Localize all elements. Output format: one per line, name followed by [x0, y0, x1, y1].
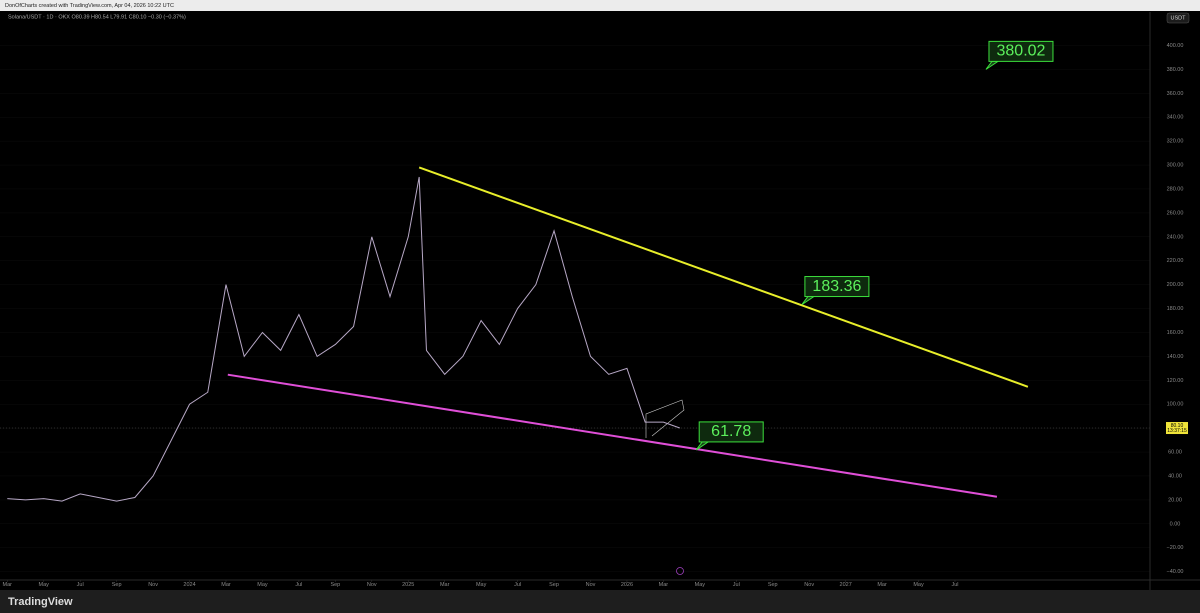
footer	[0, 590, 1200, 613]
brand: TradingView	[8, 596, 73, 608]
x-tick-label: Nov	[804, 582, 814, 588]
y-tick-label: 300.00	[1167, 163, 1184, 169]
x-tick-label: Mar	[221, 582, 231, 588]
annotation-label: 380.02	[997, 43, 1046, 60]
x-tick-label: May	[476, 582, 487, 588]
annotation-box	[804, 276, 870, 298]
y-tick-label: 40.00	[1168, 473, 1182, 479]
y-tick-label: 60.00	[1168, 450, 1182, 456]
trendline	[418, 166, 1029, 388]
trendline	[227, 373, 998, 498]
x-tick-label: Jul	[951, 582, 958, 588]
currency-button[interactable]	[1166, 12, 1190, 24]
y-tick-label: 140.00	[1167, 354, 1184, 360]
y-tick-label: 380.00	[1167, 67, 1184, 73]
x-tick-label: May	[39, 582, 50, 588]
credit: DonOfCharts created with TradingView.com…	[5, 3, 174, 9]
y-tick-label: 160.00	[1167, 330, 1184, 336]
x-tick-label: Jul	[514, 582, 521, 588]
legend: Solana/USDT · 1D · OKX O80.39 H80.54 L79…	[8, 14, 186, 20]
x-tick-label: Sep	[112, 582, 122, 588]
y-tick-label: 100.00	[1167, 402, 1184, 408]
price-line	[7, 176, 680, 502]
x-tick-label: 2026	[621, 582, 633, 588]
x-tick-label: Nov	[148, 582, 158, 588]
x-tick-label: Sep	[549, 582, 559, 588]
x-tick-label: Mar	[3, 582, 13, 588]
x-tick-label: Mar	[659, 582, 669, 588]
x-tick-label: 2024	[183, 582, 195, 588]
y-tick-label: −40.00	[1167, 569, 1184, 575]
y-tick-label: 280.00	[1167, 186, 1184, 192]
top-strip	[0, 0, 1200, 11]
event-icon[interactable]	[676, 567, 684, 575]
x-tick-label: Jul	[77, 582, 84, 588]
y-tick-label: 340.00	[1167, 115, 1184, 121]
x-tick-label: Mar	[877, 582, 887, 588]
last-price-box	[1166, 422, 1188, 435]
annotation-pointer	[985, 60, 1000, 70]
y-tick-label: 0.00	[1170, 521, 1181, 527]
x-tick-label: May	[913, 582, 924, 588]
y-tick-label: 180.00	[1167, 306, 1184, 312]
y-tick-label: 260.00	[1167, 210, 1184, 216]
x-tick-label: Sep	[768, 582, 778, 588]
countdown: 13:37:15	[1167, 428, 1187, 434]
x-tick-label: 2027	[840, 582, 852, 588]
y-tick-label: −20.00	[1167, 545, 1184, 551]
x-tick-label: Jul	[295, 582, 302, 588]
annotation-label: 183.36	[812, 278, 861, 295]
y-tick-label: 200.00	[1167, 282, 1184, 288]
x-tick-label: May	[695, 582, 706, 588]
y-tick-label: 240.00	[1167, 234, 1184, 240]
y-tick-label: 220.00	[1167, 258, 1184, 264]
annotation-box	[988, 40, 1054, 62]
x-tick-label: Sep	[330, 582, 340, 588]
x-tick-label: Nov	[367, 582, 377, 588]
x-tick-label: Mar	[440, 582, 450, 588]
annotation-pointer	[801, 296, 816, 305]
last-price: 80.10	[1171, 423, 1184, 429]
y-tick-label: 360.00	[1167, 91, 1184, 97]
x-tick-label: Jul	[733, 582, 740, 588]
y-tick-label: 20.00	[1168, 497, 1182, 503]
annotation-pointer	[695, 441, 710, 451]
y-tick-label: 320.00	[1167, 139, 1184, 145]
x-tick-label: May	[257, 582, 268, 588]
x-tick-label: Nov	[586, 582, 596, 588]
x-tick-label: 2025	[402, 582, 414, 588]
wedge-pattern	[645, 399, 685, 438]
annotation-label: 61.78	[711, 423, 751, 440]
y-tick-label: 120.00	[1167, 378, 1184, 384]
annotation-box	[698, 421, 764, 443]
y-tick-label: 400.00	[1167, 43, 1184, 49]
currency: USDT	[1171, 15, 1187, 21]
